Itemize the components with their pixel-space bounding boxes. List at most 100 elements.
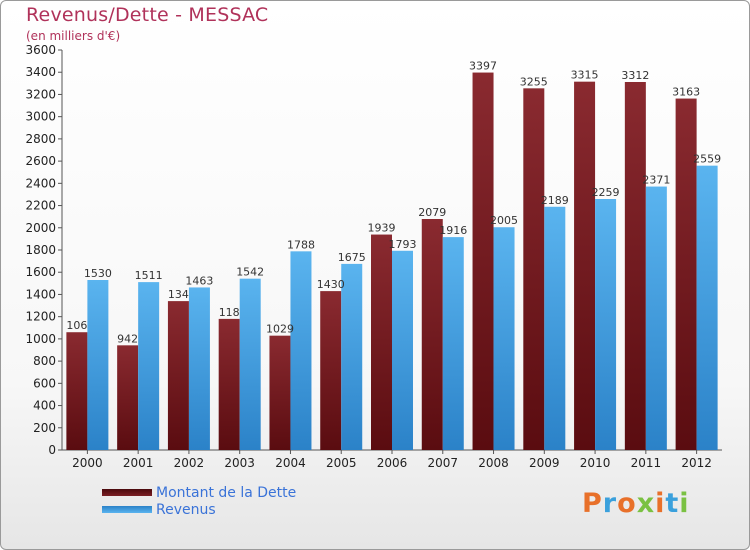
bar-debt-2005 [320,291,342,450]
x-tick-label: 2001 [123,456,154,470]
y-tick-label: 2600 [25,154,56,168]
data-label-debt-2004: 1029 [266,323,294,336]
y-tick-label: 3200 [25,87,56,101]
bar-revenus-2000 [87,280,109,450]
data-label-revenus-2005: 1675 [338,251,366,264]
data-label-debt-2010: 3315 [571,69,599,82]
bar-revenus-2002 [188,287,210,450]
x-tick-label: 2002 [174,456,205,470]
bar-debt-2004 [269,335,291,450]
data-label-debt-2003: 118 [219,306,240,319]
data-label-debt-2008: 3397 [469,60,497,73]
data-label-debt-2000: 106 [66,319,87,332]
legend-swatch-revenus [102,506,152,513]
bar-debt-2000 [66,332,88,450]
x-tick-label: 2009 [529,456,560,470]
bar-revenus-2005 [341,263,363,450]
y-tick-label: 3000 [25,110,56,124]
data-label-revenus-2007: 1916 [439,224,467,237]
x-tick-label: 2004 [275,456,306,470]
data-label-revenus-2012: 2559 [693,153,721,166]
legend-label-revenus: Revenus [156,502,216,518]
x-tick-label: 2000 [72,456,103,470]
x-tick-label: 2007 [427,456,458,470]
y-tick-label: 0 [48,443,56,457]
data-label-revenus-2004: 1788 [287,238,315,251]
y-tick-label: 200 [33,421,56,435]
x-tick-label: 2006 [377,456,408,470]
x-tick-label: 2012 [681,456,712,470]
legend-swatch-debt [102,489,152,496]
bar-debt-2003 [218,318,240,450]
data-label-revenus-2006: 1793 [389,238,417,251]
data-label-debt-2012: 3163 [672,86,700,99]
axis-layer: 0 200 400 600 800 1000 1200 1400 1600 1800 2000 220… [25,43,722,470]
y-tick-label: 2200 [25,199,56,213]
bar-revenus-2012 [696,165,718,450]
y-tick-label: 2400 [25,176,56,190]
x-tick-label: 2003 [224,456,255,470]
data-label-debt-2006: 1939 [368,222,396,235]
chart-title: Revenus/Dette - MESSAC [26,4,269,26]
y-tick-label: 3400 [25,65,56,79]
bar-revenus-2003 [239,278,261,450]
logo-letter: x [636,488,656,519]
bar-revenus-2008 [493,227,515,450]
bar-revenus-2011 [645,186,667,451]
proxiti-logo: Proxiti [582,488,690,519]
y-tick-label: 1600 [25,265,56,279]
bar-debt-2006 [371,234,392,450]
data-label-revenus-2001: 1511 [135,269,163,282]
bar-revenus-2009 [544,206,566,450]
data-label-revenus-2002: 1463 [185,274,213,287]
y-tick-label: 1000 [25,332,56,346]
data-label-revenus-2010: 2259 [592,186,620,199]
bar-debt-2009 [523,88,545,450]
x-tick-label: 2005 [326,456,357,470]
bar-debt-2012 [675,98,697,451]
bar-debt-2002 [167,301,189,450]
chart-subtitle: (en milliers d'€) [26,29,121,43]
y-tick-label: 1400 [25,287,56,301]
bar-revenus-2001 [138,282,160,450]
legend-label-debt: Montant de la Dette [156,485,297,501]
logo-letter: o [617,488,637,519]
bars-layer [66,72,718,451]
bar-revenus-2007 [442,237,464,450]
data-label-revenus-2009: 2189 [541,194,569,207]
x-tick-label: 2011 [631,456,662,470]
bar-debt-2008 [472,72,494,451]
data-label-debt-2009: 3255 [520,75,548,88]
data-label-debt-2007: 2079 [418,206,446,219]
bar-revenus-2010 [595,199,617,450]
data-label-revenus-2003: 1542 [236,266,264,279]
data-label-debt-2011: 3312 [621,69,649,82]
y-tick-label: 1200 [25,310,56,324]
bar-revenus-2006 [392,250,413,450]
data-label-revenus-2011: 2371 [642,174,670,187]
data-label-debt-2001: 942 [117,332,138,345]
data-label-debt-2005: 1430 [317,278,345,291]
y-tick-label: 400 [33,399,56,413]
y-tick-label: 800 [33,354,56,368]
bar-debt-2010 [574,81,596,451]
y-tick-label: 3600 [25,43,56,57]
bar-debt-2011 [624,82,646,450]
data-label-revenus-2008: 2005 [490,214,518,227]
bar-revenus-2004 [290,251,312,450]
y-tick-label: 2000 [25,221,56,235]
logo-letter: P [582,488,603,519]
logo-letter: r [602,488,618,519]
data-label-debt-2002: 134 [168,288,189,301]
data-label-revenus-2000: 1530 [84,267,112,280]
y-tick-label: 1800 [25,243,56,257]
logo-letter: i [655,488,666,519]
x-tick-label: 2010 [580,456,611,470]
bar-debt-2001 [117,345,139,450]
y-tick-label: 2800 [25,132,56,146]
y-tick-label: 600 [33,376,56,390]
logo-letter: t [665,488,680,519]
bar-debt-2007 [421,219,443,450]
